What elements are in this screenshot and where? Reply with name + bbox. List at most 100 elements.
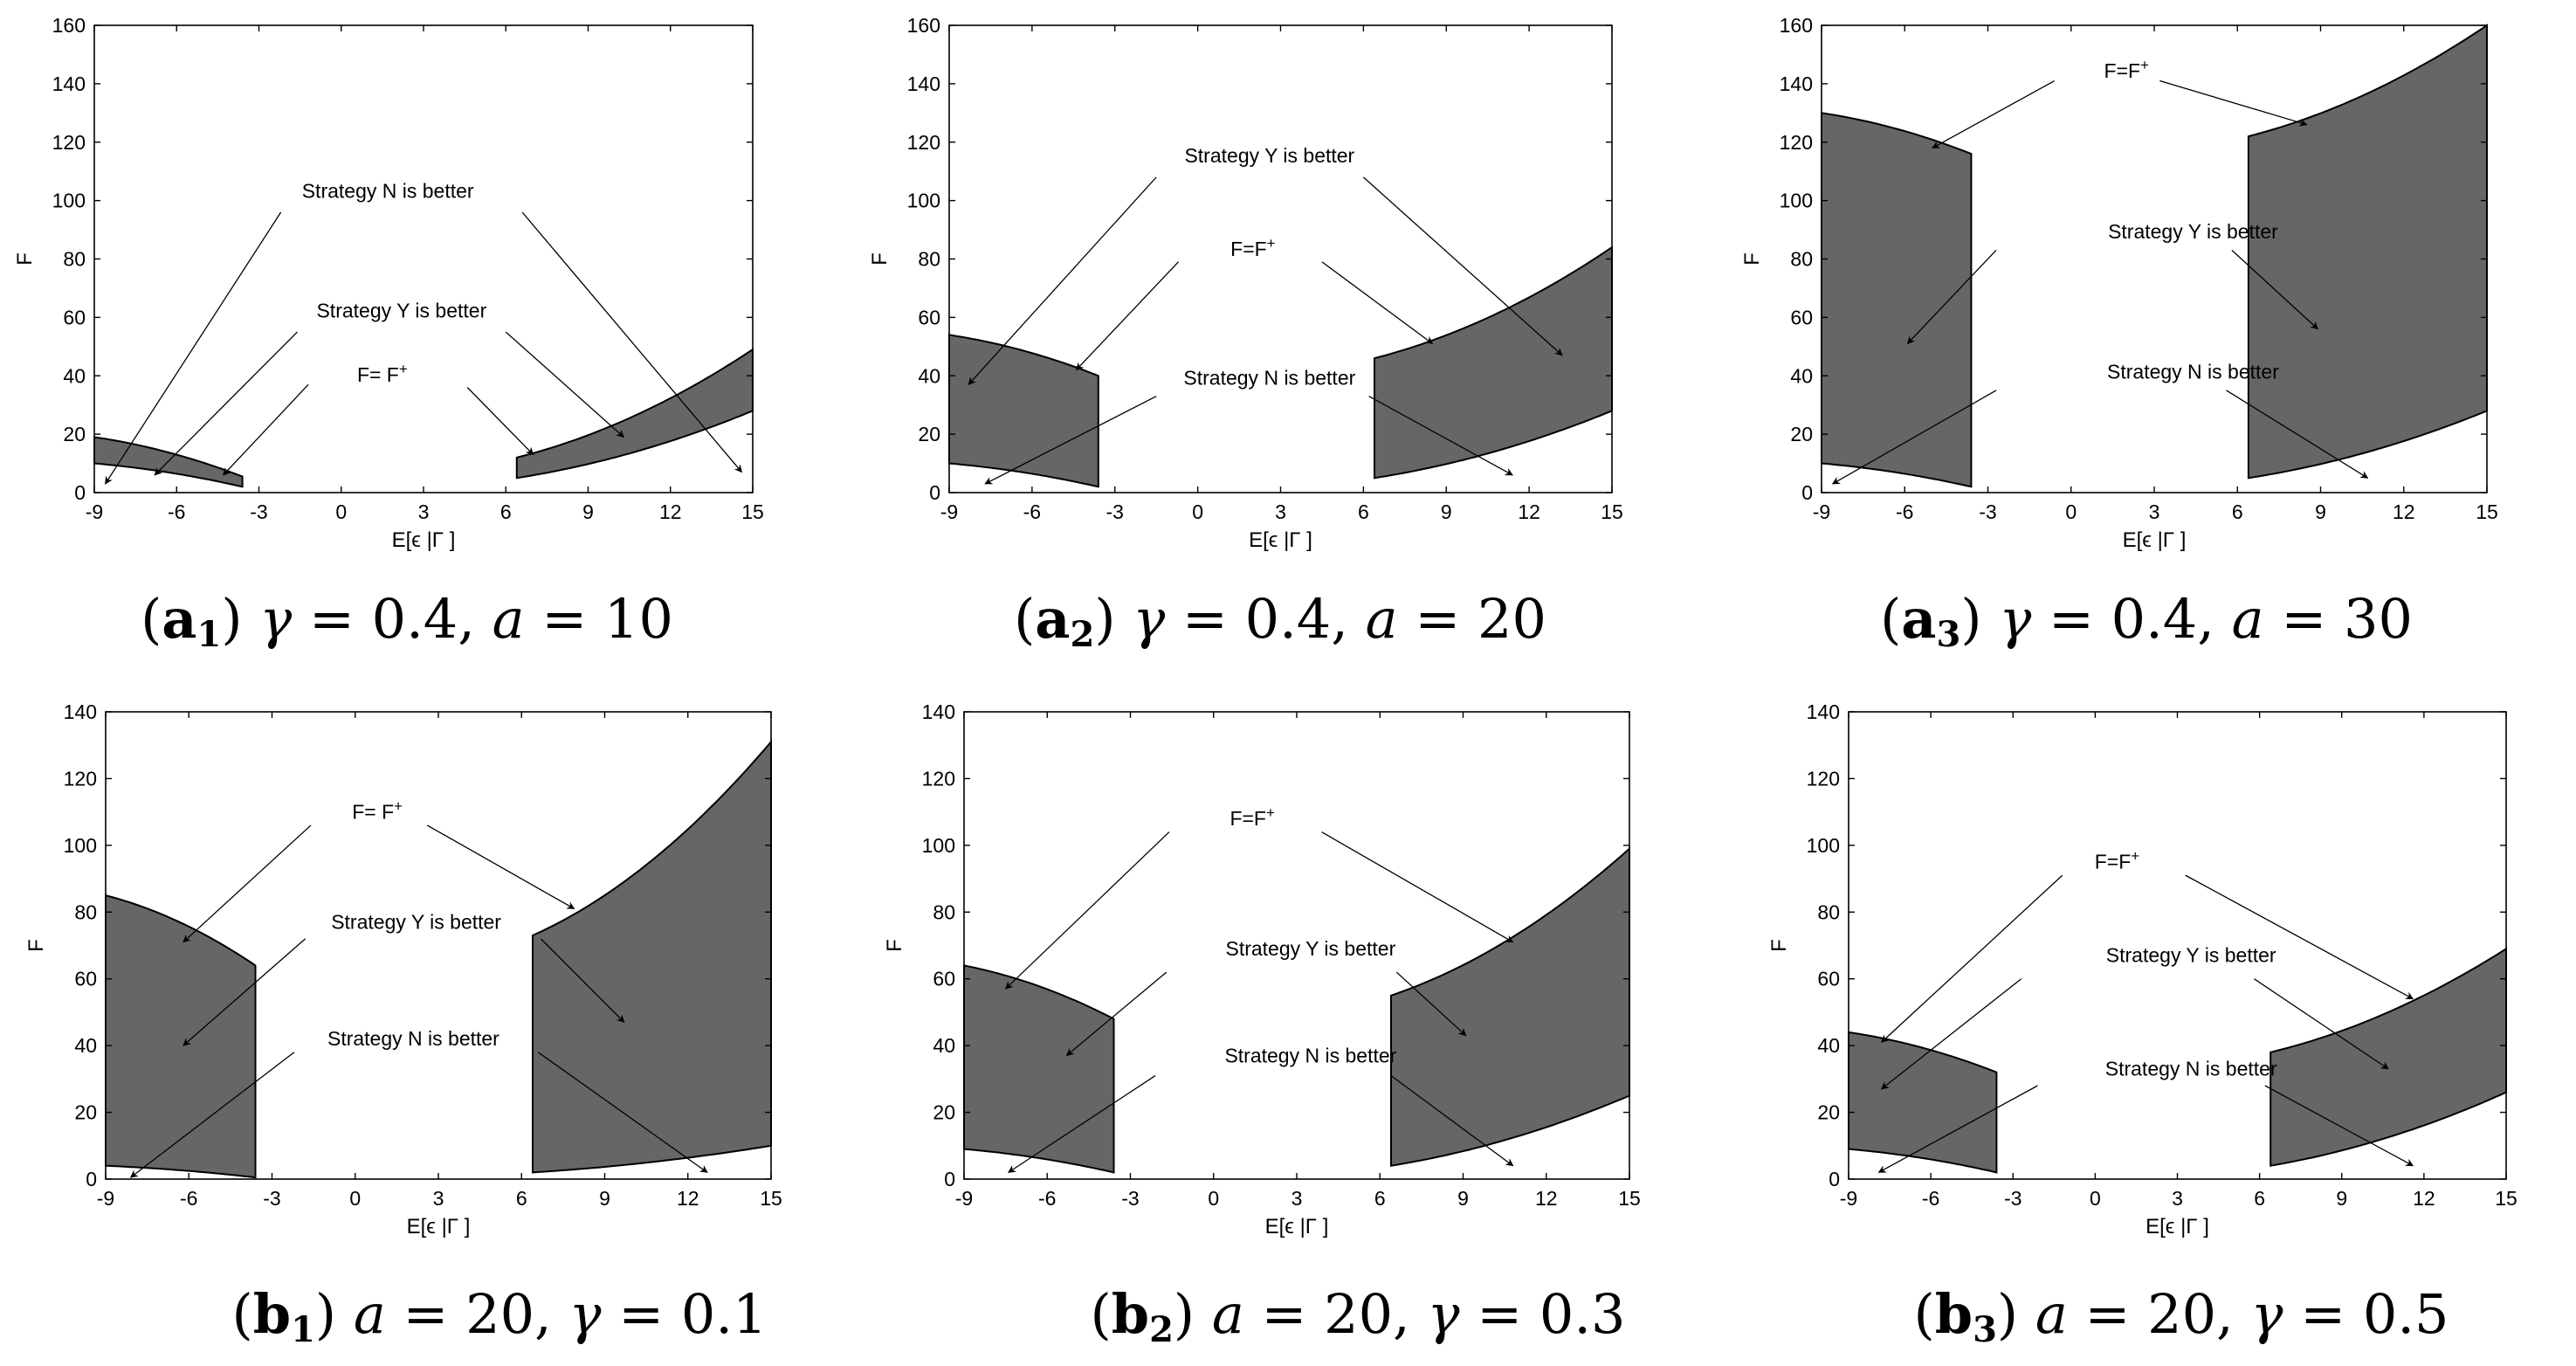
x-tick-label: -6 xyxy=(1896,500,1913,523)
y-tick-label: 100 xyxy=(52,190,86,212)
y-tick-label: 60 xyxy=(933,968,955,990)
x-tick-label: 15 xyxy=(2495,1187,2517,1210)
region-b3-right xyxy=(2269,947,2507,1167)
y-tick-label: 20 xyxy=(918,423,940,445)
annotation-arrow xyxy=(426,824,575,910)
x-tick-label: 3 xyxy=(1275,500,1286,523)
annotation-arrow xyxy=(129,1052,295,1178)
y-tick-label: 40 xyxy=(63,364,86,387)
y-tick-label: 40 xyxy=(918,364,940,387)
x-tick-label: 12 xyxy=(2413,1187,2435,1210)
y-axis-label: F xyxy=(24,939,48,952)
annotation-arrow xyxy=(984,396,1157,485)
strategy-label: Strategy Y is better xyxy=(2106,944,2276,967)
strategy-label: Strategy Y is better xyxy=(316,299,486,321)
annotation-arrow xyxy=(505,331,625,438)
x-tick-label: 3 xyxy=(433,1187,444,1210)
y-axis-label: F xyxy=(883,939,906,952)
annotation-arrow xyxy=(2185,874,2414,1000)
y-tick-label: 0 xyxy=(1829,1168,1840,1190)
x-tick-label: 15 xyxy=(1618,1187,1641,1210)
region-a3-left xyxy=(1821,112,1973,488)
y-axis-label: F xyxy=(868,252,892,266)
annotation-arrow xyxy=(154,331,298,476)
x-tick-label: 15 xyxy=(2476,500,2498,523)
y-tick-label: 20 xyxy=(1790,423,1813,445)
y-tick-label: 140 xyxy=(64,700,97,723)
x-tick-label: -9 xyxy=(1813,500,1830,523)
x-tick-label: 0 xyxy=(1208,1187,1219,1210)
y-tick-label: 80 xyxy=(1790,248,1813,271)
x-tick-label: 6 xyxy=(516,1187,527,1210)
strategy-label: Strategy N is better xyxy=(1183,366,1355,389)
y-tick-label: 40 xyxy=(74,1034,97,1057)
annotation-arrow xyxy=(1390,1075,1514,1167)
x-tick-label: -3 xyxy=(263,1187,280,1210)
annotation-arrow xyxy=(466,387,534,456)
panel-caption-b1: (b1) a = 20, γ = 0.1 xyxy=(232,1282,768,1350)
label-f-equals-fplus: F= F+ xyxy=(352,797,403,823)
y-tick-label: 40 xyxy=(1817,1034,1840,1057)
x-axis-label: E[ϵ |Γ ] xyxy=(407,1215,471,1238)
y-axis-label: F xyxy=(1740,252,1764,266)
x-tick-label: 15 xyxy=(760,1187,782,1210)
y-tick-label: 100 xyxy=(1780,190,1813,212)
region-a2-left xyxy=(948,334,1099,488)
region-b1-right xyxy=(532,739,772,1174)
x-tick-label: -9 xyxy=(1840,1187,1857,1210)
x-tick-label: 0 xyxy=(349,1187,361,1210)
x-tick-label: 3 xyxy=(2149,500,2160,523)
y-tick-label: 140 xyxy=(52,72,86,95)
strategy-label: Strategy N is better xyxy=(2107,361,2279,383)
x-axis-label: E[ϵ |Γ ] xyxy=(1249,528,1312,552)
y-tick-label: 80 xyxy=(918,248,940,271)
y-tick-label: 0 xyxy=(86,1168,97,1190)
x-tick-label: -6 xyxy=(1038,1187,1056,1210)
x-axis-label: E[ϵ |Γ ] xyxy=(392,528,456,552)
y-tick-label: 0 xyxy=(929,481,940,504)
x-tick-label: -3 xyxy=(1106,500,1124,523)
y-tick-label: 60 xyxy=(1790,306,1813,328)
annotation-arrow xyxy=(1932,79,2056,149)
annotation-arrow xyxy=(521,211,743,473)
x-tick-label: -3 xyxy=(2004,1187,2022,1210)
x-tick-label: 9 xyxy=(1457,1187,1469,1210)
y-tick-label: 140 xyxy=(907,72,940,95)
annotation-arrow xyxy=(1321,261,1434,345)
panel-caption-b3: (b3) a = 20, γ = 0.5 xyxy=(1914,1282,2449,1350)
chart-panel-b1: -9 -6 -3 0 3 6 9 12 15 0 20 40 60 80 100 120 140 E[ϵ |Γ ]… xyxy=(24,700,782,1350)
x-axis-label: E[ϵ |Γ ] xyxy=(1265,1215,1329,1238)
x-tick-label: -3 xyxy=(1121,1187,1139,1210)
annotation-arrow xyxy=(1321,831,1514,943)
x-tick-label: 6 xyxy=(2254,1187,2265,1210)
annotation-arrow xyxy=(1880,978,2022,1090)
region-a1-right xyxy=(515,348,754,479)
y-tick-label: 160 xyxy=(52,14,86,37)
x-tick-label: 0 xyxy=(335,500,347,523)
y-tick-label: 20 xyxy=(933,1101,955,1124)
x-tick-label: 6 xyxy=(1358,500,1369,523)
x-tick-label: -6 xyxy=(180,1187,197,1210)
annotation-arrow xyxy=(1362,176,1563,356)
x-tick-label: 9 xyxy=(599,1187,610,1210)
y-tick-label: 40 xyxy=(933,1034,955,1057)
x-tick-label: -3 xyxy=(1979,500,1996,523)
annotation-arrow xyxy=(2264,1085,2414,1167)
x-tick-label: 6 xyxy=(2232,500,2243,523)
y-tick-label: 80 xyxy=(74,900,97,923)
y-tick-label: 0 xyxy=(1801,481,1813,504)
x-tick-label: 9 xyxy=(2336,1187,2347,1210)
x-tick-label: 3 xyxy=(1291,1187,1303,1210)
annotation-arrow xyxy=(105,211,282,485)
strategy-label: Strategy N is better xyxy=(1224,1044,1396,1066)
chart-panel-a1: -9 -6 -3 0 3 6 9 12 15 0 20 40 60 80 100 120 140 160 E[ϵ |… xyxy=(13,14,764,655)
strategy-label: Strategy N is better xyxy=(2105,1058,2277,1080)
y-tick-label: 80 xyxy=(933,900,955,923)
y-tick-label: 140 xyxy=(1780,72,1813,95)
annotation-arrow xyxy=(223,383,309,476)
annotation-arrow xyxy=(2226,390,2369,479)
panel-caption-a2: (a2) γ = 0.4, a = 20 xyxy=(1014,587,1546,655)
annotation-arrow xyxy=(541,938,625,1024)
chart-panel-b3: -9 -6 -3 0 3 6 9 12 15 0 20 40 60 80 100 120 140 E[ϵ |Γ ]… xyxy=(1767,700,2517,1350)
